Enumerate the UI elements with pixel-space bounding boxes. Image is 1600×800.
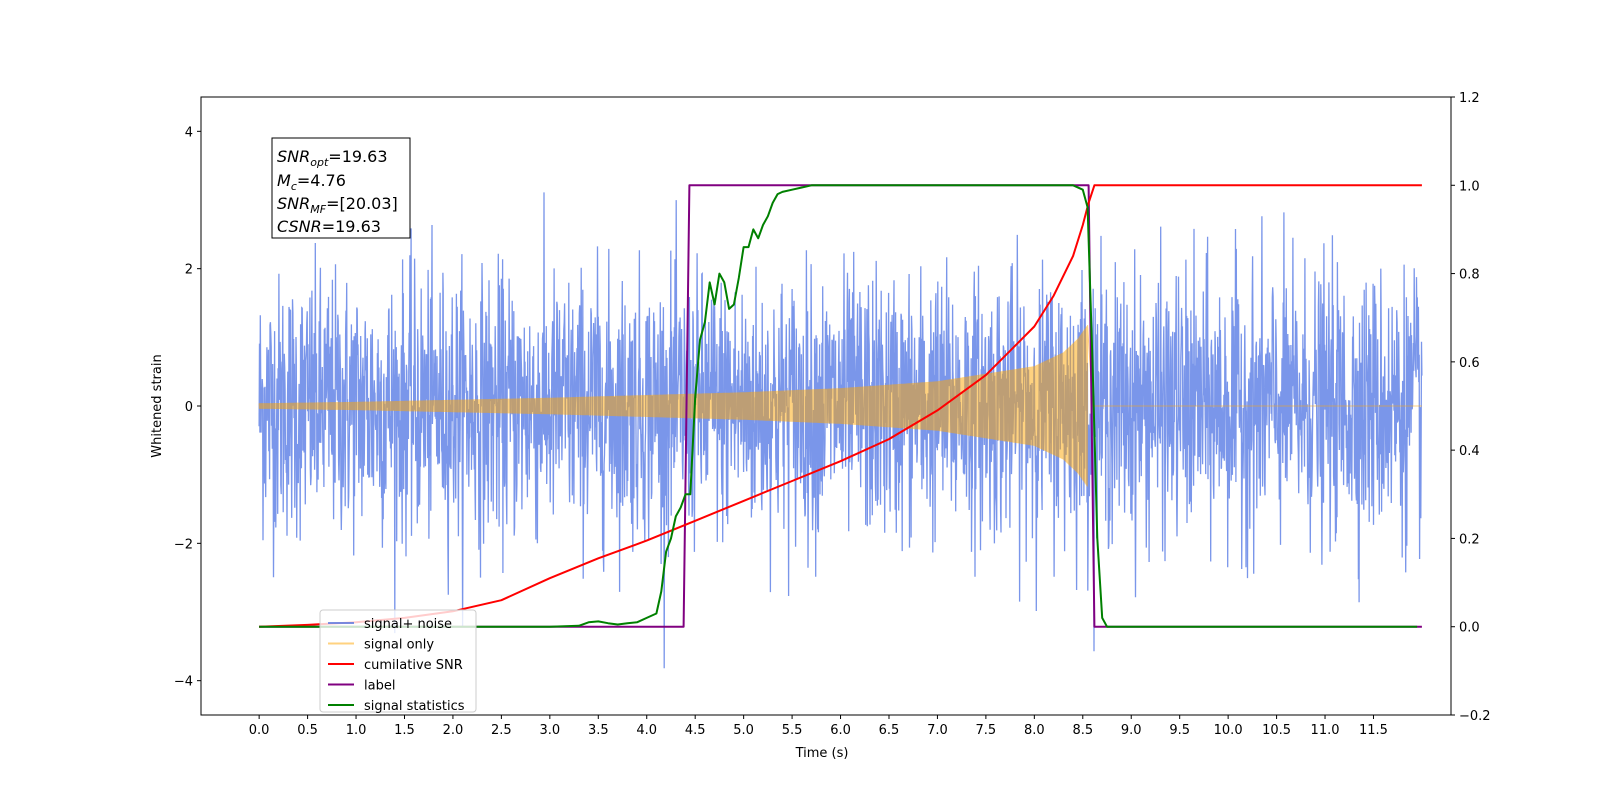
y2-tick-label: 0.2	[1459, 532, 1480, 547]
x-tick-label: 0.5	[297, 723, 318, 738]
y-tick-label: −4	[174, 675, 193, 690]
x-axis-label: Time (s)	[795, 746, 849, 761]
info-snr-mf: SNRMF=[20.03]	[277, 194, 398, 216]
x-tick-label: 7.5	[976, 723, 997, 738]
y2-tick-label: 1.2	[1459, 91, 1480, 106]
x-tick-label: 11.5	[1359, 723, 1388, 738]
legend: signal+ noise signal only cumilative SNR la…	[319, 609, 477, 714]
legend-label: signal+ noise	[364, 617, 452, 632]
x-axis: 0.0 0.5 1.0 1.5 2.0 2.5 3.0 3.5 4.0 4.5 5.0 5.5 6.0 6…	[249, 715, 1388, 738]
info-box: SNRopt=19.63 Mc=4.76 SNRMF=[20.03] CSNR=…	[271, 137, 411, 239]
y2-tick-label: −0.2	[1459, 709, 1491, 724]
y2-tick-label: 0.8	[1459, 268, 1480, 283]
y-tick-label: 0	[185, 400, 193, 415]
x-tick-label: 0.0	[249, 723, 270, 738]
x-tick-label: 9.0	[1121, 723, 1142, 738]
x-tick-label: 8.5	[1072, 723, 1093, 738]
legend-label: label	[364, 679, 395, 694]
y2-tick-label: 0.0	[1459, 621, 1480, 636]
y-tick-label: 2	[185, 263, 193, 278]
x-tick-label: 3.0	[539, 723, 560, 738]
plot-area	[258, 184, 1423, 669]
x-tick-label: 11.0	[1311, 723, 1340, 738]
x-tick-label: 10.0	[1214, 723, 1243, 738]
x-tick-label: 1.0	[346, 723, 367, 738]
x-tick-label: 2.5	[491, 723, 512, 738]
x-tick-label: 1.5	[394, 723, 415, 738]
info-mc: Mc=4.76	[277, 171, 346, 193]
x-tick-label: 2.0	[443, 723, 464, 738]
series-signal-only	[258, 324, 1422, 487]
y-axis-label: Whitened strain	[150, 354, 165, 457]
y2-tick-label: 0.4	[1459, 444, 1480, 459]
legend-frame	[319, 609, 477, 713]
x-tick-label: 5.0	[733, 723, 754, 738]
x-tick-label: 10.5	[1262, 723, 1291, 738]
legend-label: cumilative SNR	[364, 658, 463, 673]
y-tick-label: 4	[185, 125, 193, 140]
x-tick-label: 3.5	[588, 723, 609, 738]
x-tick-label: 8.0	[1024, 723, 1045, 738]
legend-label: signal statistics	[364, 699, 465, 714]
info-csnr: CSNR=19.63	[277, 217, 381, 236]
x-tick-label: 6.5	[879, 723, 900, 738]
y2-tick-label: 0.6	[1459, 356, 1480, 371]
legend-label: signal only	[364, 638, 434, 653]
info-snr-opt: SNRopt=19.63	[277, 147, 388, 169]
x-tick-label: 6.0	[830, 723, 851, 738]
series-cumulative-snr	[259, 184, 1422, 628]
y-axis-left: −4 −2 0 2 4	[174, 125, 201, 690]
series-signal-statistics	[259, 184, 1418, 628]
x-tick-label: 4.0	[636, 723, 657, 738]
y-tick-label: −2	[174, 537, 193, 552]
x-tick-label: 4.5	[685, 723, 706, 738]
y2-tick-label: 1.0	[1459, 179, 1480, 194]
info-box-frame	[271, 137, 411, 239]
x-tick-label: 9.5	[1169, 723, 1190, 738]
y-axis-right: −0.2 0.0 0.2 0.4 0.6 0.8 1.0 1.2	[1451, 91, 1491, 724]
x-tick-label: 5.5	[782, 723, 803, 738]
x-tick-label: 7.0	[927, 723, 948, 738]
